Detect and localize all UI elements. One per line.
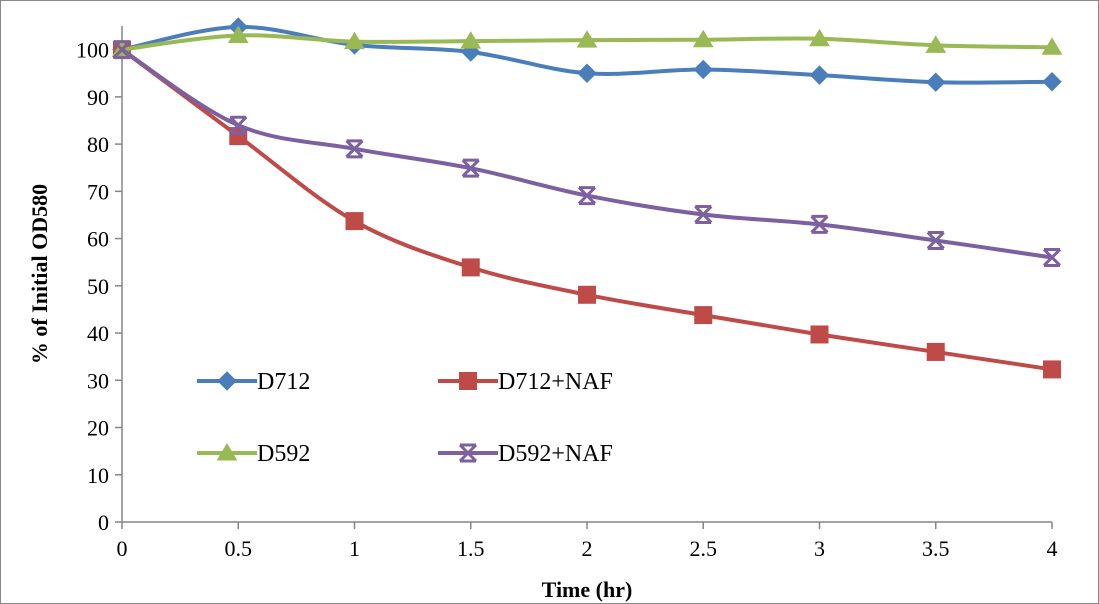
y-tick-label: 10 — [87, 463, 109, 488]
data-point — [345, 212, 364, 231]
data-point — [809, 28, 830, 47]
legend-marker — [458, 443, 478, 463]
legend-marker — [217, 371, 237, 391]
data-point — [461, 258, 480, 277]
series-d712 — [112, 17, 1062, 92]
data-point — [810, 214, 829, 234]
y-tick-label: 40 — [87, 321, 109, 346]
data-point — [461, 158, 480, 178]
data-point — [460, 31, 482, 49]
legend: D712 D712+NAF D592 D592+NAF — [197, 369, 613, 467]
legend-label: D712+NAF — [498, 369, 613, 395]
series-d592 — [111, 25, 1063, 58]
y-tick-label: 20 — [87, 416, 109, 441]
data-point — [925, 35, 947, 53]
data-point — [577, 63, 597, 83]
data-point — [229, 115, 248, 135]
legend-entry: D712 — [197, 369, 310, 395]
y-tick-label: 80 — [87, 132, 109, 157]
y-tick-label: 70 — [87, 179, 109, 204]
x-tick-label: 2 — [582, 536, 593, 561]
legend-entry: D592+NAF — [438, 441, 613, 467]
data-point — [809, 65, 830, 85]
x-tick-label: 1.5 — [457, 536, 485, 561]
y-axis-title: % of Initial OD580 — [27, 184, 52, 364]
series-line — [120, 48, 1053, 372]
series-d592-naf — [112, 40, 1062, 267]
series-layer — [111, 17, 1063, 379]
data-point — [810, 325, 829, 344]
y-tick-label: 90 — [87, 85, 109, 110]
legend-marker — [216, 443, 238, 461]
data-point — [1042, 247, 1062, 267]
series-d712-naf — [113, 40, 1061, 379]
data-point — [1043, 360, 1061, 379]
data-point — [227, 25, 249, 43]
y-tick-label: 60 — [87, 227, 109, 252]
axes: 0 10 20 30 40 50 60 70 80 90 100 0 0.5 1 1.5 2 2.5 3 3.5 4 — [76, 26, 1058, 561]
x-axis-title: Time (hr) — [542, 577, 633, 602]
x-tick-label: 1 — [349, 536, 360, 561]
data-point — [926, 342, 945, 361]
data-point — [577, 186, 597, 206]
data-point — [1041, 37, 1063, 55]
data-point — [694, 204, 713, 224]
legend-label: D592+NAF — [498, 441, 613, 467]
x-tick-label: 0.5 — [225, 536, 253, 561]
data-point — [926, 230, 945, 250]
data-point — [112, 40, 132, 60]
y-tick-label: 50 — [87, 274, 109, 299]
data-point — [345, 139, 364, 159]
x-tick-label: 3.5 — [922, 536, 950, 561]
data-point — [692, 29, 714, 48]
legend-entry: D712+NAF — [438, 369, 613, 395]
data-point — [926, 72, 946, 92]
legend-label: D592 — [257, 441, 310, 467]
data-point — [694, 306, 713, 325]
legend-marker — [459, 372, 477, 390]
x-tick-label: 2.5 — [690, 536, 718, 561]
data-point — [693, 59, 713, 80]
data-point — [1042, 72, 1062, 92]
y-tick-label: 0 — [98, 510, 109, 535]
data-point — [344, 31, 365, 50]
x-tick-label: 4 — [1047, 536, 1058, 561]
legend-label: D712 — [257, 369, 310, 395]
legend-entry: D592 — [197, 441, 310, 467]
data-point — [576, 30, 598, 48]
x-tick-label: 3 — [814, 536, 825, 561]
y-tick-label: 100 — [76, 38, 109, 63]
data-point — [578, 285, 596, 304]
y-tick-label: 30 — [87, 368, 109, 393]
x-tick-label: 0 — [117, 536, 128, 561]
